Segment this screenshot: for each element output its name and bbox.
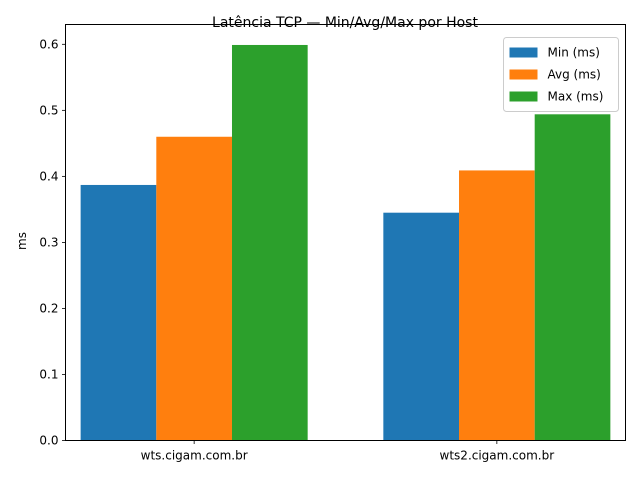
legend-label: Max (ms) bbox=[548, 90, 604, 104]
legend-label: Avg (ms) bbox=[548, 68, 601, 82]
y-tick-label: 0.5 bbox=[39, 103, 58, 117]
bar-max-ms-1 bbox=[534, 114, 611, 441]
y-tick-label: 0.3 bbox=[39, 235, 58, 249]
y-tick-label: 0.0 bbox=[39, 434, 58, 448]
x-tick-label: wts2.cigam.com.br bbox=[440, 449, 555, 463]
bar-max-ms-0 bbox=[231, 44, 308, 441]
bars-group bbox=[80, 44, 611, 441]
bar-min-ms-0 bbox=[80, 184, 157, 441]
legend-swatch bbox=[509, 47, 538, 58]
legend-label: Min (ms) bbox=[548, 46, 600, 60]
y-tick-label: 0.4 bbox=[39, 169, 58, 183]
bar-avg-ms-1 bbox=[459, 170, 535, 441]
bar-min-ms-1 bbox=[383, 212, 460, 441]
bar-avg-ms-0 bbox=[156, 136, 232, 441]
y-tick-label: 0.6 bbox=[39, 37, 58, 51]
legend: Min (ms) Avg (ms) Max (ms) bbox=[503, 37, 619, 112]
plot-frame bbox=[65, 24, 626, 441]
chart-title: Latência TCP — Min/Avg/Max por Host bbox=[212, 15, 478, 31]
x-tick-label: wts.cigam.com.br bbox=[141, 449, 248, 463]
legend-swatch bbox=[509, 69, 538, 80]
y-axis-ticks: 0.0 0.1 0.2 0.3 0.4 0.5 0.6 bbox=[39, 37, 66, 448]
y-axis-label: ms bbox=[15, 232, 29, 250]
x-axis-ticks: wts.cigam.com.br wts2.cigam.com.br bbox=[141, 440, 555, 463]
y-tick-label: 0.1 bbox=[39, 367, 58, 381]
legend-swatch bbox=[509, 91, 538, 102]
y-tick-label: 0.2 bbox=[39, 301, 58, 315]
